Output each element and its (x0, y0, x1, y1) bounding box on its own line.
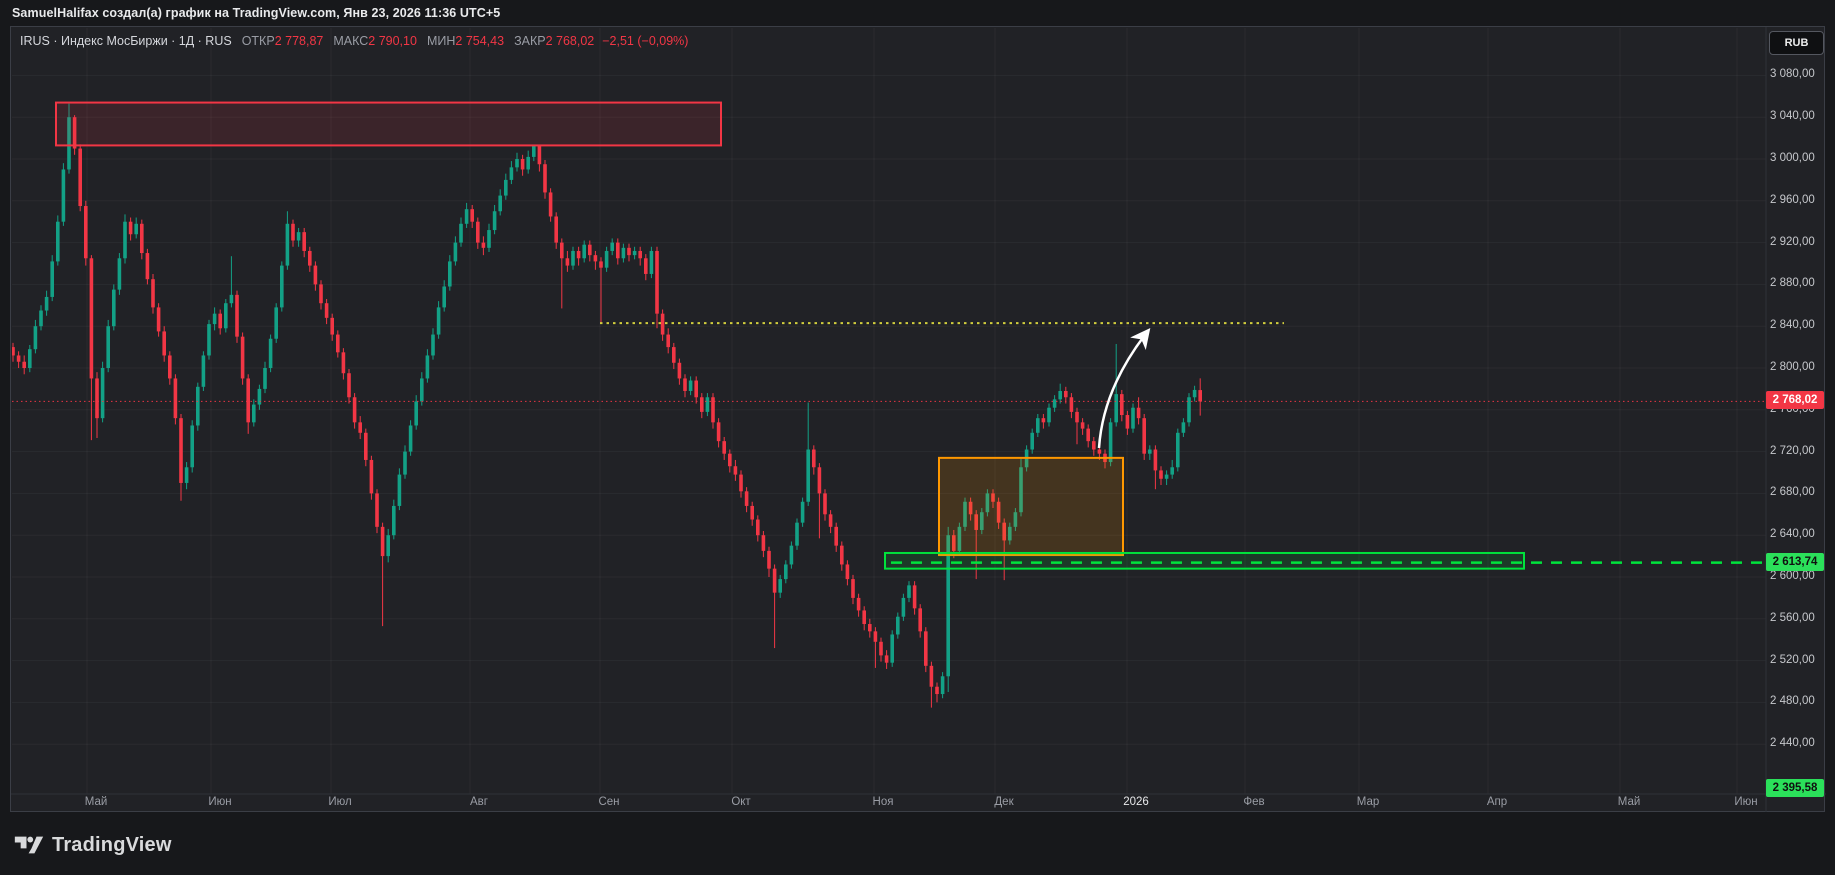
price-tick-label: 2 520,00 (1770, 653, 1815, 666)
green-support-zone (884, 551, 1525, 570)
time-tick-month: Авг (470, 796, 488, 808)
orange-range-box (938, 456, 1124, 557)
price-tick-label: 2 720,00 (1770, 444, 1815, 457)
current-price-label: 2 768,02 (1766, 391, 1824, 410)
time-axis[interactable]: Май Июн Июл Авг Сен Окт Ноя Дек 2026 Фев Мар Апр Май… (10, 793, 1825, 812)
tradingview-logo-icon (14, 836, 44, 854)
time-tick-year: 2026 (1123, 796, 1149, 808)
price-tick-label: 2 920,00 (1770, 235, 1815, 248)
price-tick-label: 2 600,00 (1770, 570, 1815, 582)
time-tick-month: Ноя (872, 796, 894, 808)
price-tick-label: 2 440,00 (1770, 737, 1815, 750)
change-readout: −2,51 (−0,09%) (602, 34, 689, 48)
gridlines (12, 28, 1766, 794)
currency-button[interactable]: RUB (1769, 31, 1824, 55)
price-tick-label: 2 880,00 (1770, 277, 1815, 290)
price-tick-label: 3 000,00 (1770, 152, 1815, 164)
symbol-title: IRUS · Индекс МосБиржи · 1Д · RUS (20, 34, 232, 48)
price-tick-label: 2 480,00 (1770, 695, 1815, 708)
ohlc-field-value: 2 768,02 (545, 34, 595, 48)
time-tick-month: Июл (328, 796, 352, 808)
price-tick-label: 3 080,00 (1770, 68, 1815, 81)
ohlc-field-value: 2 778,87 (274, 34, 324, 48)
drawings-layer (12, 101, 1766, 570)
price-tick-label: 2 680,00 (1770, 486, 1815, 499)
chart-widget: IRUS · Индекс МосБиржи · 1Д · RUS ОТКР2 7… (10, 26, 1826, 813)
time-tick-month: Сен (598, 796, 620, 808)
time-tick-month: Апр (1486, 796, 1508, 808)
ohlc-readout: ОТКР2 778,87 МАКС2 790,10 МИН2 754,43 ЗАКР2… (232, 34, 595, 48)
price-tick-label: 2 800,00 (1770, 361, 1815, 373)
attribution-bar: SamuelHalifax создал(а) график на Tradin… (0, 0, 1835, 26)
ohlc-field-label: ОТКР (241, 34, 275, 48)
ohlc-field-label: МАКС (333, 34, 369, 48)
time-tick-month: Июн (208, 796, 232, 808)
time-tick-month: Май (1617, 796, 1641, 808)
ohlc-field-label: МИН (426, 34, 456, 48)
time-tick-month: Июн (1734, 796, 1758, 808)
time-tick-month: Дек (994, 796, 1014, 808)
candles-layer (12, 103, 1202, 708)
red-supply-zone (55, 101, 722, 147)
footer-bar: TradingView (0, 812, 1835, 875)
time-tick-month: Окт (731, 796, 751, 808)
time-tick-month: Мар (1356, 796, 1380, 808)
time-tick-month: Фев (1243, 796, 1265, 808)
ohlc-field-value: 2 754,43 (455, 34, 505, 48)
low-price-label: 2 395,58 (1766, 779, 1824, 797)
attribution-text: SamuelHalifax создал(а) график на Tradin… (12, 6, 501, 20)
symbol-legend[interactable]: IRUS · Индекс МосБиржи · 1Д · RUS ОТКР2 7… (20, 34, 688, 48)
ohlc-field-value: 2 790,10 (368, 34, 417, 48)
price-tick-label: 2 840,00 (1770, 319, 1815, 332)
ohlc-field-label: ЗАКР (514, 34, 546, 48)
price-tick-label: 2 560,00 (1770, 611, 1815, 624)
support-price-label: 2 613,74 (1766, 552, 1824, 571)
projection-arrow (1097, 328, 1151, 449)
price-axis[interactable]: 3 080,00 3 040,00 3 000,00 2 960,00 2 920,00… (1766, 26, 1825, 797)
tradingview-logo-text: TradingView (52, 833, 172, 856)
tradingview-logo[interactable]: TradingView (14, 832, 172, 858)
price-tick-label: 2 960,00 (1770, 193, 1815, 206)
time-tick-month: Май (84, 796, 108, 808)
price-tick-label: 3 040,00 (1770, 110, 1815, 123)
price-tick-label: 2 640,00 (1770, 528, 1815, 541)
